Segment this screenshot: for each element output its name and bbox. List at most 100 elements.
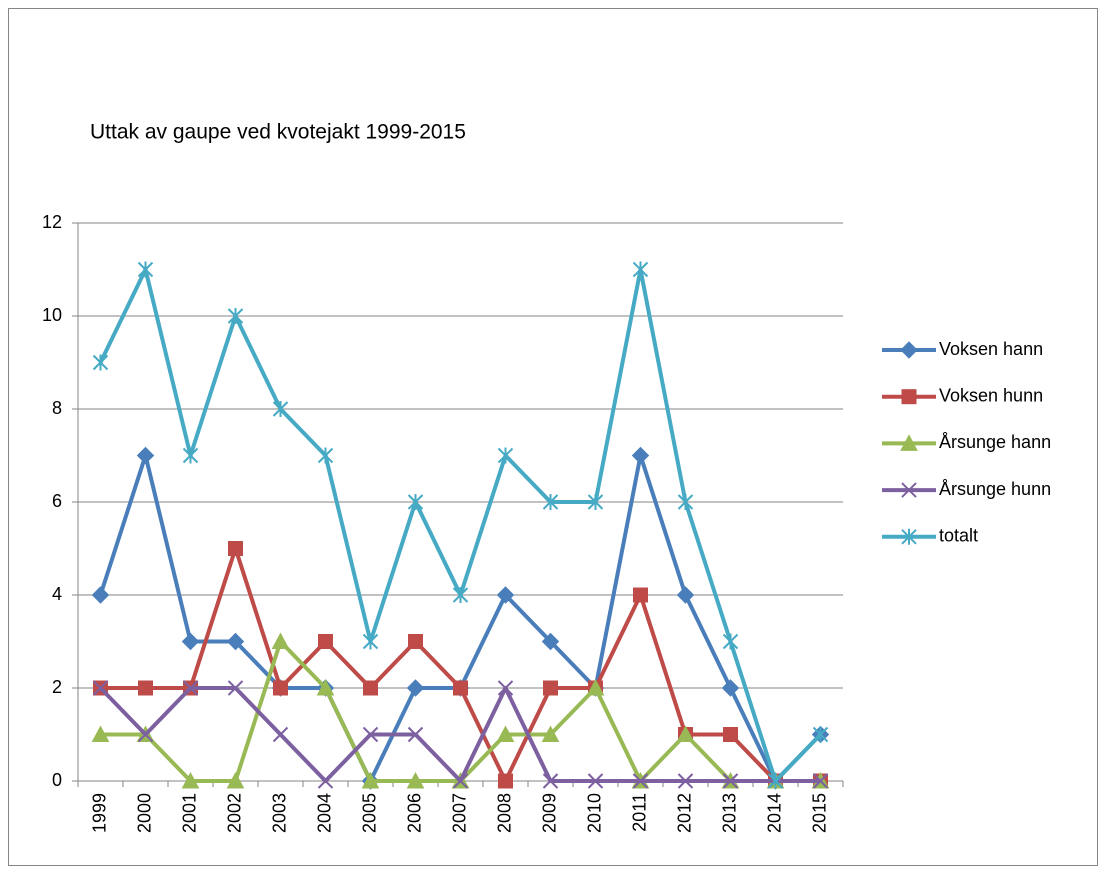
legend-marker [901, 528, 917, 545]
chart-frame [8, 8, 1098, 866]
marker [542, 494, 559, 510]
x-tick-label: 2009 [539, 793, 559, 833]
marker [452, 587, 469, 603]
marker [318, 634, 333, 649]
marker [587, 494, 604, 510]
marker [408, 634, 423, 649]
x-tick-label: 1999 [89, 793, 109, 833]
marker [812, 773, 829, 789]
legend-marker [901, 389, 917, 405]
marker [453, 680, 468, 696]
marker [722, 633, 739, 650]
marker [272, 401, 289, 417]
x-tick-label: 2004 [314, 793, 334, 833]
marker [272, 726, 289, 743]
y-tick-label: 4 [52, 584, 62, 604]
marker [316, 678, 335, 696]
x-tick-label: 2007 [449, 793, 469, 833]
chart-title: Uttak av gaupe ved kvotejakt 1999-2015 [90, 121, 466, 144]
marker [632, 773, 649, 789]
marker [632, 261, 649, 278]
marker [497, 680, 514, 696]
marker [181, 771, 200, 789]
marker [317, 447, 334, 464]
marker [92, 354, 109, 371]
x-tick-label: 2011 [629, 793, 649, 832]
marker [137, 726, 154, 743]
marker [227, 680, 244, 696]
x-tick-label: 2006 [404, 793, 424, 833]
marker [226, 771, 245, 789]
x-tick-label: 2015 [809, 793, 829, 833]
marker [361, 771, 380, 789]
marker [586, 678, 605, 696]
marker [498, 773, 513, 789]
marker [227, 308, 244, 324]
x-tick-label: 2010 [584, 793, 604, 833]
marker [181, 632, 200, 651]
x-tick-label: 2014 [764, 793, 784, 833]
marker [92, 680, 109, 696]
marker [182, 680, 199, 696]
marker [677, 773, 694, 789]
y-tick-label: 8 [52, 398, 62, 418]
marker [677, 494, 694, 510]
y-tick-label: 12 [42, 212, 62, 232]
marker [767, 773, 784, 789]
marker [271, 632, 290, 649]
marker [722, 773, 739, 789]
x-tick-label: 2003 [269, 793, 289, 833]
y-tick-label: 0 [52, 770, 62, 790]
marker [407, 494, 424, 510]
marker [91, 586, 110, 604]
marker [497, 447, 514, 464]
marker [496, 586, 515, 604]
marker [812, 726, 829, 743]
legend-marker [900, 434, 918, 451]
marker [676, 586, 695, 604]
legend-marker [900, 341, 918, 359]
marker [633, 587, 648, 603]
marker [676, 725, 695, 742]
marker [317, 773, 334, 789]
y-tick-label: 10 [42, 305, 62, 325]
marker [723, 727, 738, 742]
marker [406, 771, 425, 789]
marker [228, 541, 243, 556]
legend-label: Voksen hunn [939, 385, 1043, 405]
marker [542, 773, 559, 789]
marker [541, 632, 560, 651]
marker [406, 679, 425, 697]
x-tick-label: 2005 [359, 793, 379, 833]
x-tick-label: 2002 [224, 793, 244, 833]
x-tick-label: 2012 [674, 793, 694, 833]
marker [541, 725, 560, 742]
x-tick-label: 2008 [494, 793, 514, 833]
marker [631, 446, 650, 465]
marker [362, 726, 379, 743]
y-tick-label: 2 [52, 677, 62, 697]
marker [136, 446, 155, 465]
marker [362, 633, 379, 650]
x-tick-label: 2000 [134, 793, 154, 833]
marker [407, 726, 424, 743]
marker [587, 773, 604, 789]
legend-marker [901, 482, 917, 498]
marker [138, 680, 153, 696]
marker [273, 680, 288, 696]
marker [363, 680, 378, 696]
marker [496, 725, 515, 742]
marker [91, 725, 110, 742]
legend-label: Årsunge hunn [939, 479, 1051, 499]
x-tick-label: 2013 [719, 793, 739, 833]
marker [226, 632, 245, 651]
marker [543, 680, 558, 696]
y-tick-label: 6 [52, 491, 62, 511]
legend-label: totalt [939, 526, 978, 546]
legend-label: Årsunge hann [939, 432, 1051, 452]
marker [137, 261, 154, 278]
marker [452, 773, 469, 789]
x-tick-label: 2001 [179, 793, 199, 833]
legend-label: Voksen hann [939, 339, 1043, 359]
